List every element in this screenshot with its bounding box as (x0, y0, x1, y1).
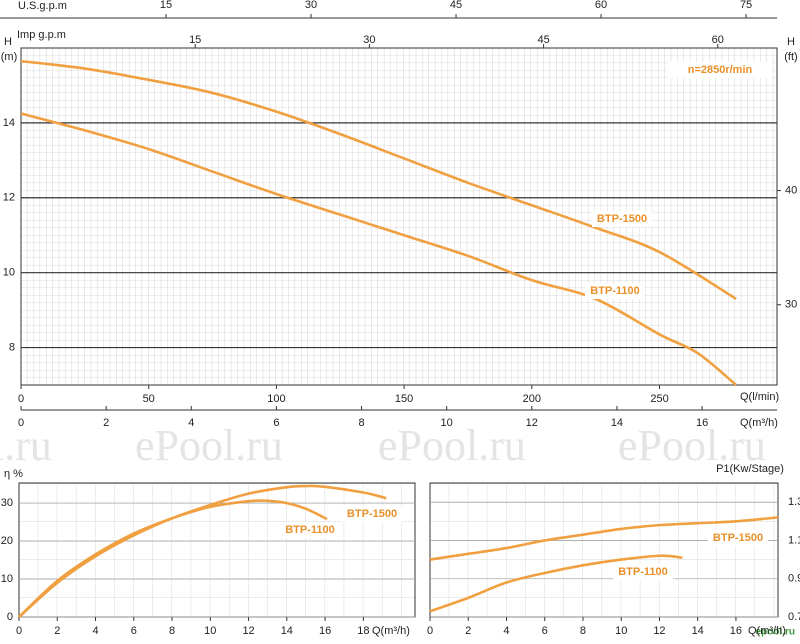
curve (18, 484, 387, 618)
top-axis-label: U.S.g.p.m (18, 0, 67, 12)
x-tick-label: 4 (92, 625, 98, 637)
x-tick-label: 250 (650, 393, 668, 405)
y-tick-label: 30 (1, 497, 13, 509)
x2-tick-label: 16 (696, 417, 708, 429)
series-label: BTP-1100 (618, 566, 668, 578)
series-label: BTP-1100 (285, 524, 335, 536)
y-tick-label: 10 (1, 573, 13, 585)
x2-tick-label: 0 (18, 417, 24, 429)
x2-tick-label: 8 (358, 417, 364, 429)
x-tick-label: 0 (16, 625, 22, 637)
y-axis-unit: (m) (1, 51, 18, 63)
series-label-bg (342, 506, 402, 522)
y-tick-label: 0.7 (788, 611, 800, 623)
y2-tick-label: 40 (785, 184, 797, 196)
x2-tick-label: 6 (273, 417, 279, 429)
annotation: n=2850r/min (688, 64, 753, 76)
top-tick-label: 15 (160, 0, 172, 11)
x-tick-label: 8 (580, 625, 586, 637)
curve (20, 112, 737, 386)
x-axis-label: Q(m³/h) (748, 625, 786, 637)
x-tick-label: 100 (267, 393, 285, 405)
y-tick-label: 10 (3, 267, 15, 279)
x-axis-label: Q(l/min) (740, 391, 779, 403)
plot-area (20, 47, 778, 386)
series-label: BTP-1500 (597, 213, 647, 225)
y-tick-label: 0 (7, 611, 13, 623)
x2-tick-label: 2 (103, 417, 109, 429)
x2-tick-label: 10 (441, 417, 453, 429)
y-axis-label: P1(Kw/Stage) (716, 463, 784, 475)
x-tick-label: 50 (143, 393, 155, 405)
series-label: BTP-1500 (713, 532, 763, 544)
top-tick-label: 30 (363, 34, 375, 46)
x2-axis-label: Q(m³/h) (740, 417, 778, 429)
x-axis-label: Q(m³/h) (372, 625, 410, 637)
y2-axis-unit: (ft) (784, 51, 797, 63)
x2-tick-label: 4 (188, 417, 194, 429)
series-label-bg (585, 283, 645, 299)
series-label-bg (592, 211, 652, 227)
y-tick-label: 1.1 (788, 534, 800, 546)
x-tick-label: 4 (503, 625, 509, 637)
top-tick-label: 15 (189, 34, 201, 46)
x2-tick-label: 14 (611, 417, 623, 429)
annotation-box (668, 62, 772, 78)
x2-tick-label: 12 (526, 417, 538, 429)
top-tick-label: 45 (450, 0, 462, 11)
y-tick-label: 12 (3, 192, 15, 204)
curve (429, 554, 683, 613)
watermark: l.ru (0, 421, 52, 470)
x-tick-label: 16 (730, 625, 742, 637)
top-tick-label: 60 (595, 0, 607, 11)
x-tick-label: 12 (653, 625, 665, 637)
watermark: ePool.ru (378, 421, 526, 470)
y2-tick-label: 30 (785, 299, 797, 311)
x-tick-label: 10 (615, 625, 627, 637)
y-axis-label: η % (4, 468, 23, 480)
x-tick-label: 8 (169, 625, 175, 637)
top-tick-label: 75 (740, 0, 752, 11)
x-tick-label: 14 (281, 625, 293, 637)
series-label-bg (613, 564, 673, 580)
series-label: BTP-1500 (347, 508, 397, 520)
x-tick-label: 150 (395, 393, 413, 405)
logo: epool.ru (756, 627, 795, 638)
y-tick-label: 0.9 (788, 573, 800, 585)
y2-axis-label: H (787, 36, 795, 48)
top-tick-label: 60 (712, 34, 724, 46)
curve (18, 499, 328, 618)
x-tick-label: 12 (242, 625, 254, 637)
x-tick-label: 6 (542, 625, 548, 637)
x-tick-label: 200 (523, 393, 541, 405)
watermark: ePool.ru (135, 421, 283, 470)
x-tick-label: 10 (204, 625, 216, 637)
series-label-bg (708, 530, 768, 546)
y-axis-label: H (4, 36, 12, 48)
y-tick-label: 8 (9, 341, 15, 353)
x-tick-label: 14 (692, 625, 704, 637)
series-label: BTP-1100 (590, 285, 640, 297)
curve (429, 516, 779, 561)
x-tick-label: 6 (131, 625, 137, 637)
y-tick-label: 14 (3, 117, 15, 129)
y-tick-label: 1.3 (788, 496, 800, 508)
top-tick-label: 45 (537, 34, 549, 46)
top-tick-label: 30 (305, 0, 317, 11)
x-tick-label: 18 (357, 625, 369, 637)
x-tick-label: 0 (427, 625, 433, 637)
top-axis-label: Imp g.p.m (17, 29, 66, 41)
x-tick-label: 0 (18, 393, 24, 405)
x-tick-label: 2 (54, 625, 60, 637)
curve (20, 59, 737, 300)
x-tick-label: 2 (465, 625, 471, 637)
x-tick-label: 16 (319, 625, 331, 637)
y-tick-label: 20 (1, 535, 13, 547)
plot-area (429, 482, 779, 618)
watermark: ePool.ru (618, 421, 766, 470)
series-label-bg (280, 522, 340, 538)
